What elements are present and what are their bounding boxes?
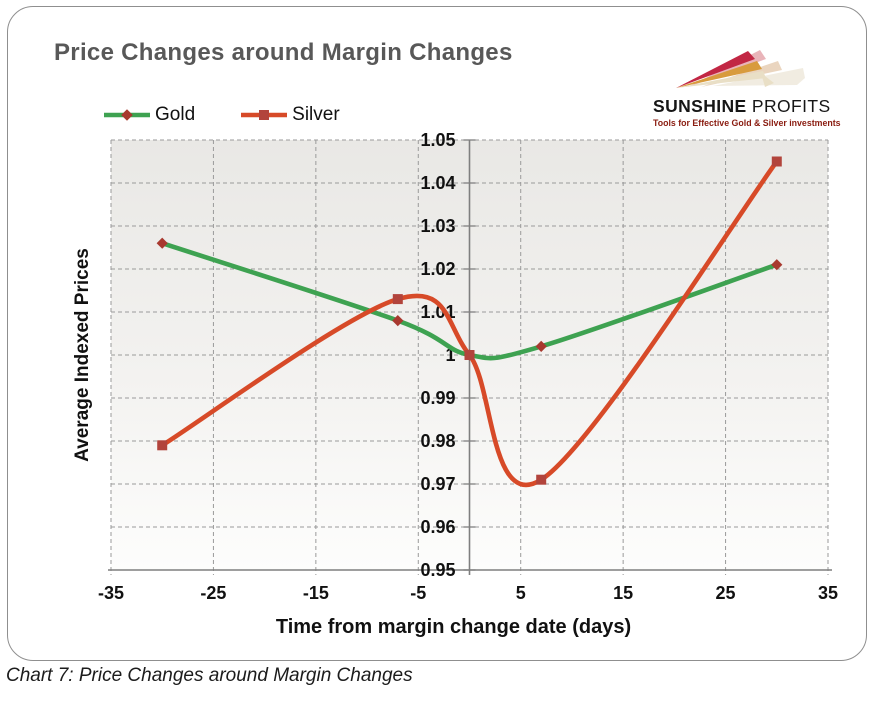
marker-silver [392, 294, 403, 305]
legend-label-gold: Gold [155, 104, 196, 125]
y-tick-label: 1 [445, 345, 455, 365]
x-tick-label: -5 [410, 583, 426, 603]
legend: Gold Silver [102, 101, 340, 129]
marker-gold [463, 349, 476, 361]
logo-tagline: Tools for Effective Gold & Silver invest… [653, 118, 841, 128]
legend-item-silver: Silver [239, 101, 340, 129]
x-tick-label: -25 [200, 583, 226, 603]
marker-silver [464, 350, 475, 360]
x-tick-label: 15 [613, 583, 633, 603]
x-tick-label: -35 [98, 583, 124, 603]
chart-caption: Chart 7: Price Changes around Margin Cha… [6, 665, 413, 686]
x-tick-label: 25 [716, 583, 736, 603]
y-tick-label: 1.03 [420, 216, 455, 236]
marker-gold [535, 340, 547, 352]
x-axis-title: Time from margin change date (days) [276, 616, 631, 638]
x-tick-label: 35 [818, 583, 838, 603]
series-line-gold [159, 240, 780, 361]
chart-card: Price Changes around Margin Changes Gold… [7, 6, 867, 661]
marker-silver [771, 156, 782, 167]
logo-name-primary: SUNSHINE [653, 96, 747, 116]
marker-gold [156, 237, 168, 249]
gold-line-swatch-icon [104, 109, 150, 121]
y-tick-label: 0.97 [420, 474, 455, 494]
sunshine-rays-icon [676, 50, 805, 88]
sunshine-profits-logo: SUNSHINE PROFITS Tools for Effective Gol… [653, 40, 841, 128]
y-tick-label: 1.05 [420, 130, 455, 150]
x-tick-label: -15 [303, 583, 329, 603]
marker-gold [771, 259, 783, 271]
silver-line-swatch-icon [241, 110, 288, 120]
x-tick-label: 5 [516, 583, 526, 603]
logo-name: SUNSHINE PROFITS [653, 96, 831, 117]
y-tick-label: 0.99 [420, 388, 455, 408]
chart-title: Price Changes around Margin Changes [54, 39, 513, 66]
marker-silver [536, 474, 547, 485]
y-tick-label: 0.98 [420, 431, 455, 451]
marker-gold [392, 315, 404, 327]
y-tick-label: 1.01 [420, 302, 455, 322]
y-tick-label: 0.95 [420, 560, 455, 580]
y-tick-label: 1.04 [420, 173, 455, 193]
logo-name-secondary: PROFITS [751, 96, 831, 116]
marker-silver [157, 440, 168, 451]
y-axis-title: Average Indexed Prices [72, 248, 93, 462]
legend-label-silver: Silver [292, 104, 340, 125]
legend-item-gold: Gold [102, 101, 195, 129]
y-tick-label: 1.02 [420, 259, 455, 279]
y-tick-label: 0.96 [420, 517, 455, 537]
plot-area [111, 140, 828, 570]
series-line-silver [159, 159, 780, 488]
